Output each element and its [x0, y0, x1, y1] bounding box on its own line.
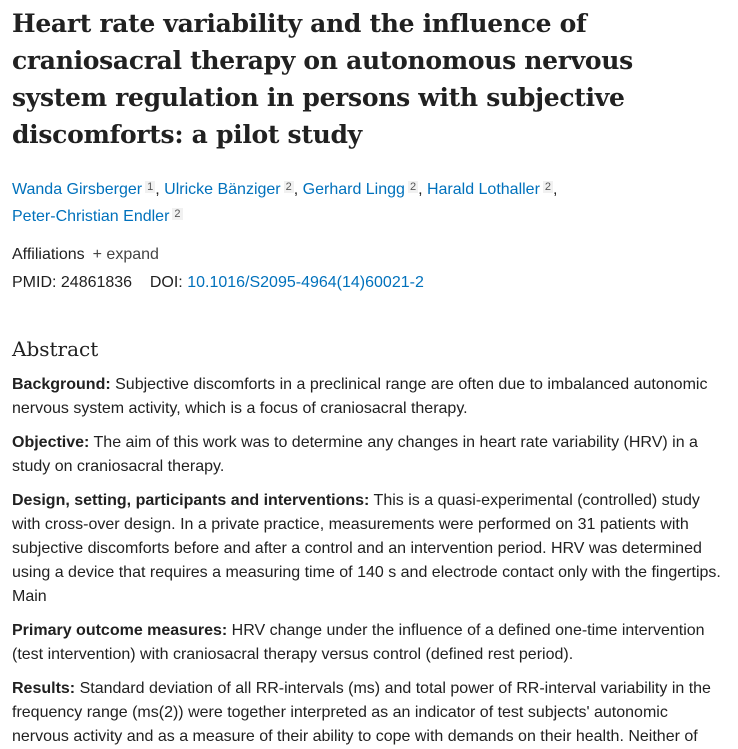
article-title: Heart rate variability and the influence…	[12, 9, 633, 149]
affiliations: Affiliations + expand	[12, 243, 726, 267]
author-link[interactable]: Harald Lothaller	[426, 181, 540, 198]
section-label: Primary outcome measures:	[12, 622, 228, 639]
affiliation-ref[interactable]: 2	[542, 181, 554, 193]
expand-affiliations-button[interactable]: + expand	[92, 246, 159, 263]
section-text: Standard deviation of all RR-intervals (…	[12, 680, 711, 745]
abstract-heading: Abstract	[12, 337, 99, 361]
abstract-body: Background: Subjective discomforts in a …	[12, 373, 726, 749]
abstract-section: Primary outcome measures: HRV change und…	[12, 619, 726, 667]
section-text: HRV change under the influence of a defi…	[12, 622, 705, 663]
section-text: Subjective discomforts in a preclinical …	[12, 376, 708, 417]
author-list: Wanda Girsberger 1, Ulricke Bänziger 2, Ge…	[12, 181, 558, 225]
identifiers: PMID: 24861836 DOI: 10.1016/S2095-4964(1…	[12, 271, 726, 295]
pmid: PMID: 24861836	[12, 274, 133, 291]
author-link[interactable]: Wanda Girsberger	[12, 181, 143, 198]
affiliation-ref[interactable]: 2	[283, 181, 294, 193]
section-label: Design, setting, participants and interv…	[12, 492, 370, 509]
abstract-section: Design, setting, participants and interv…	[12, 489, 726, 609]
section-text: The aim of this work was to determine an…	[12, 434, 698, 475]
doi-label: DOI:	[149, 274, 183, 291]
affiliation-ref[interactable]: 2	[172, 208, 183, 220]
abstract-section: Results: Standard deviation of all RR-in…	[12, 677, 726, 749]
author-link[interactable]: Ulricke Bänziger	[164, 181, 281, 198]
author-link[interactable]: Gerhard Lingg	[302, 181, 405, 198]
section-label: Background:	[12, 376, 111, 393]
abstract-section: Objective: The aim of this work was to d…	[12, 431, 726, 479]
section-text: This is a quasi-experimental (controlled…	[12, 492, 721, 605]
doi-link[interactable]: 10.1016/S2095-4964(14)60021-2	[187, 274, 424, 291]
section-label: Objective:	[12, 434, 90, 451]
affiliation-ref[interactable]: 2	[407, 181, 419, 193]
affiliation-ref[interactable]: 1	[145, 181, 156, 193]
abstract-section: Background: Subjective discomforts in a …	[12, 373, 726, 421]
section-label: Results:	[12, 680, 76, 697]
affiliations-label: Affiliations	[12, 246, 85, 263]
author-link[interactable]: Peter-Christian Endler	[12, 208, 170, 225]
